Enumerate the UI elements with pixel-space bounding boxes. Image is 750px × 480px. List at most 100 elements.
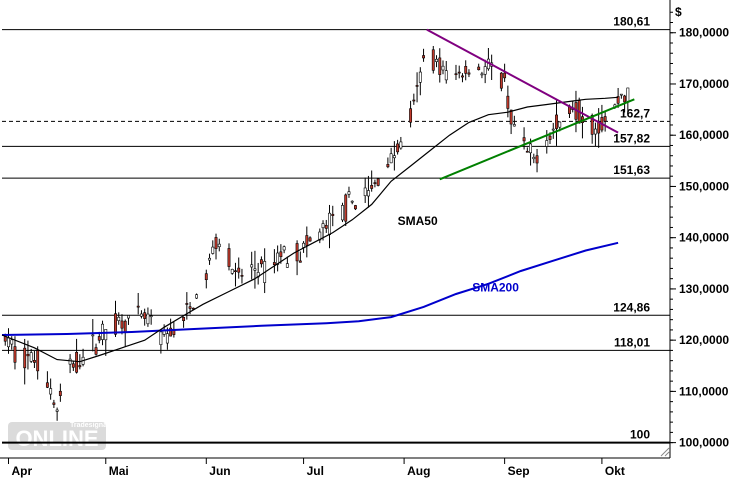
watermark-main-text: ONLINE	[15, 426, 98, 451]
candle-body-36	[165, 333, 169, 344]
candle-body-16	[75, 351, 79, 373]
candle-body-70	[321, 223, 325, 229]
candle-body-130	[593, 128, 597, 135]
candle-body-15	[71, 363, 75, 368]
candle-body-43	[195, 294, 198, 299]
month-label-aug: Aug	[407, 464, 430, 478]
candle-body-93	[422, 55, 425, 59]
candle-body-82	[373, 182, 377, 184]
candle-body-9	[45, 382, 49, 388]
y-tick-label-4: 140,0000	[679, 231, 729, 245]
candle-body-5	[26, 353, 30, 357]
candle-body-103	[467, 72, 471, 75]
candle-body-3	[13, 346, 17, 363]
candle-body-122	[555, 114, 558, 129]
candle-body-75	[344, 194, 348, 222]
watermark-sub-text: Tradesignal	[70, 422, 109, 429]
candle-body-118	[535, 155, 539, 164]
y-tick-label-6: 120,0000	[679, 333, 729, 347]
candle-body-12	[55, 409, 59, 412]
candle-body-79	[363, 187, 367, 197]
candle-body-48	[217, 243, 221, 248]
candle-body-23	[104, 329, 108, 341]
candle-body-115	[525, 150, 529, 153]
candle-body-46	[211, 246, 215, 254]
candle-body-120	[548, 135, 552, 140]
candle-body-40	[185, 303, 189, 305]
candle-body-66	[302, 242, 306, 248]
moving-averages: SMA50 SMA200	[1, 96, 619, 363]
candle-body-6	[29, 352, 33, 362]
candle-body-86	[392, 155, 396, 159]
candle-body-117	[532, 156, 536, 160]
candle-body-137	[623, 95, 627, 103]
candle-body-100	[457, 71, 461, 74]
candle-body-65	[298, 260, 302, 263]
candle-body-61	[279, 251, 283, 258]
candle-body-29	[136, 305, 140, 308]
candle-body-45	[208, 257, 211, 261]
level-label-3: 151,63	[613, 163, 650, 177]
candle-body-76	[347, 191, 351, 195]
month-label-jun: Jun	[209, 464, 230, 478]
y-tick-label-1: 170,0000	[679, 77, 729, 91]
candle-body-101	[461, 75, 464, 78]
candle-body-95	[435, 58, 438, 62]
candle-body-50	[230, 268, 234, 274]
candle-body-81	[370, 185, 374, 189]
candle-body-88	[399, 141, 403, 149]
trendline-0	[426, 28, 619, 134]
candle-body-28	[127, 315, 130, 319]
candle-body-80	[366, 190, 370, 197]
candle-body-31	[143, 312, 147, 319]
candle-body-63	[285, 263, 289, 268]
level-label-2: 157,82	[613, 131, 650, 145]
candle-body-123	[558, 121, 562, 128]
candle-body-1	[7, 337, 10, 348]
candle-body-78	[354, 205, 357, 210]
y-tick-label-3: 150,0000	[679, 179, 729, 193]
candle-body-109	[499, 72, 503, 89]
candle-body-14	[68, 358, 72, 365]
resize-grip-icon	[660, 447, 670, 457]
candle-body-51	[234, 270, 237, 272]
candle-body-77	[350, 200, 354, 203]
candle-body-20	[94, 347, 98, 355]
level-label-4: 124,86	[613, 300, 650, 314]
candle-body-121	[551, 128, 555, 131]
month-label-sep: Sep	[508, 464, 530, 478]
candle-body-37	[169, 327, 173, 337]
candle-body-94	[431, 49, 435, 71]
candle-body-92	[418, 71, 422, 83]
axes: 180,0000 170,0000 160,0000 150,0000 140,0000…	[0, 0, 729, 478]
trendlines	[426, 28, 635, 181]
candle-body-62	[282, 246, 286, 251]
month-label-okt: Okt	[605, 464, 625, 478]
month-label-mai: Mai	[109, 464, 129, 478]
candle-body-119	[545, 140, 549, 147]
candle-body-26	[120, 320, 124, 329]
candle-body-89	[409, 108, 413, 123]
candle-body-96	[438, 57, 442, 75]
candle-body-53	[240, 275, 244, 277]
candle-body-133	[603, 116, 607, 122]
level-label-6: 100	[630, 428, 650, 442]
candle-body-39	[182, 317, 186, 322]
candle-body-60	[276, 252, 280, 265]
candle-body-55	[253, 268, 257, 271]
candle-body-136	[619, 93, 623, 96]
candle-body-47	[214, 237, 218, 249]
candle-body-102	[464, 66, 468, 74]
candle-body-90	[412, 99, 416, 102]
level-label-5: 118,01	[614, 335, 650, 349]
candle-body-67	[305, 235, 309, 246]
candle-body-129	[590, 115, 594, 135]
trendline-1	[439, 98, 635, 181]
candle-body-113	[512, 124, 516, 127]
y-tick-label-7: 110,0000	[679, 384, 729, 398]
candle-body-106	[483, 66, 487, 75]
y-tick-label-0: 180,0000	[679, 26, 729, 40]
candlesticks	[3, 45, 630, 421]
candle-body-21	[97, 336, 101, 341]
candle-body-54	[250, 264, 254, 268]
